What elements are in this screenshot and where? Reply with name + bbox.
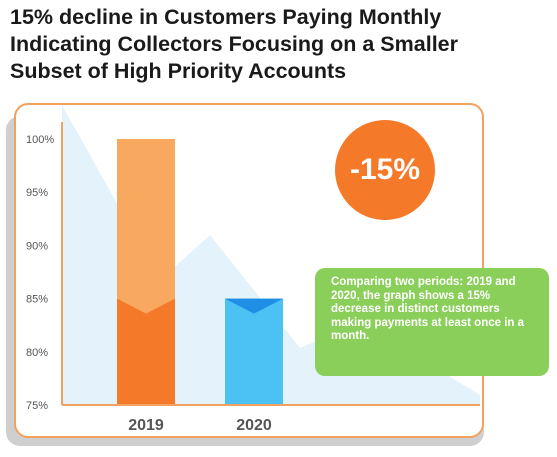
bar-2019-lower [117,298,175,405]
bar-2019-notch [117,298,175,314]
decline-badge: -15% [335,120,435,220]
x-tick-label: 2019 [128,417,164,434]
bar-2019 [117,139,175,405]
y-tick-label: 90% [26,240,48,252]
bar-2020-notch [225,298,283,314]
x-tick-label: 2020 [236,417,272,434]
bar-2020 [225,298,283,405]
y-tick-label: 100% [26,134,54,146]
bar-2020-lower [225,298,283,405]
y-tick-label: 85% [26,294,48,306]
y-tick-label: 80% [26,347,48,359]
bar-2019-upper [117,139,175,299]
y-tick-label: 95% [26,187,48,199]
chart-title: 15% decline in Customers Paying Monthly … [10,5,458,83]
y-tick-label: 75% [26,400,48,412]
summary-note: Comparing two periods: 2019 and 2020, th… [315,268,549,376]
